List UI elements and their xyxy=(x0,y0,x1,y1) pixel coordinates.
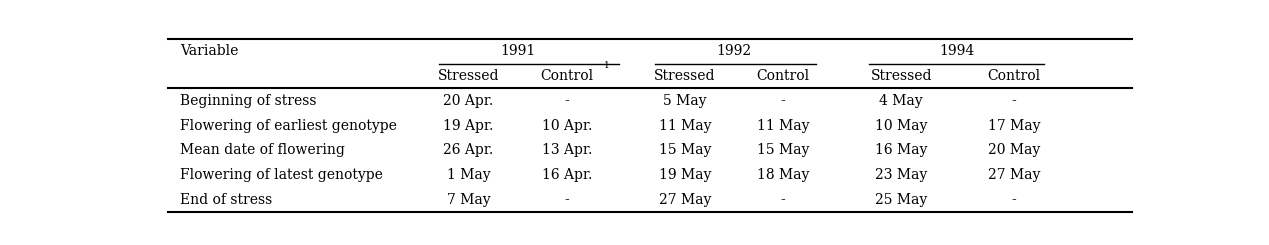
Text: Flowering of latest genotype: Flowering of latest genotype xyxy=(180,168,383,182)
Text: Mean date of flowering: Mean date of flowering xyxy=(180,143,345,157)
Text: 1994: 1994 xyxy=(939,44,975,58)
Text: Control: Control xyxy=(756,69,810,83)
Text: 15 May: 15 May xyxy=(756,143,810,157)
Text: 7 May: 7 May xyxy=(447,193,490,207)
Text: Stressed: Stressed xyxy=(438,69,499,83)
Text: 1991: 1991 xyxy=(500,44,536,58)
Text: 1992: 1992 xyxy=(717,44,751,58)
Text: Stressed: Stressed xyxy=(654,69,716,83)
Text: End of stress: End of stress xyxy=(180,193,273,207)
Text: -: - xyxy=(780,94,786,108)
Text: 10 Apr.: 10 Apr. xyxy=(542,119,591,133)
Text: -: - xyxy=(565,94,569,108)
Text: 5 May: 5 May xyxy=(662,94,707,108)
Text: -: - xyxy=(1011,94,1016,108)
Text: 16 Apr.: 16 Apr. xyxy=(542,168,591,182)
Text: 27 May: 27 May xyxy=(989,168,1041,182)
Text: 20 May: 20 May xyxy=(989,143,1041,157)
Text: 19 May: 19 May xyxy=(659,168,711,182)
Text: 25 May: 25 May xyxy=(876,193,928,207)
Text: 1 May: 1 May xyxy=(447,168,490,182)
Text: -: - xyxy=(780,193,786,207)
Text: Control: Control xyxy=(541,69,594,83)
Text: 20 Apr.: 20 Apr. xyxy=(443,94,494,108)
Text: Stressed: Stressed xyxy=(871,69,931,83)
Text: 10 May: 10 May xyxy=(874,119,928,133)
Text: 19 Apr.: 19 Apr. xyxy=(443,119,494,133)
Text: Control: Control xyxy=(987,69,1041,83)
Text: 11 May: 11 May xyxy=(756,119,810,133)
Text: 4 May: 4 May xyxy=(879,94,923,108)
Text: 16 May: 16 May xyxy=(874,143,928,157)
Text: 13 Apr.: 13 Apr. xyxy=(542,143,591,157)
Text: -: - xyxy=(1011,193,1016,207)
Text: Variable: Variable xyxy=(180,44,239,58)
Text: Flowering of earliest genotype: Flowering of earliest genotype xyxy=(180,119,397,133)
Text: -: - xyxy=(565,193,569,207)
Text: 26 Apr.: 26 Apr. xyxy=(443,143,494,157)
Text: 23 May: 23 May xyxy=(876,168,928,182)
Text: 18 May: 18 May xyxy=(756,168,810,182)
Text: 11 May: 11 May xyxy=(659,119,711,133)
Text: Beginning of stress: Beginning of stress xyxy=(180,94,317,108)
Text: 17 May: 17 May xyxy=(989,119,1041,133)
Text: 1: 1 xyxy=(604,61,610,70)
Text: 15 May: 15 May xyxy=(659,143,711,157)
Text: 27 May: 27 May xyxy=(659,193,711,207)
